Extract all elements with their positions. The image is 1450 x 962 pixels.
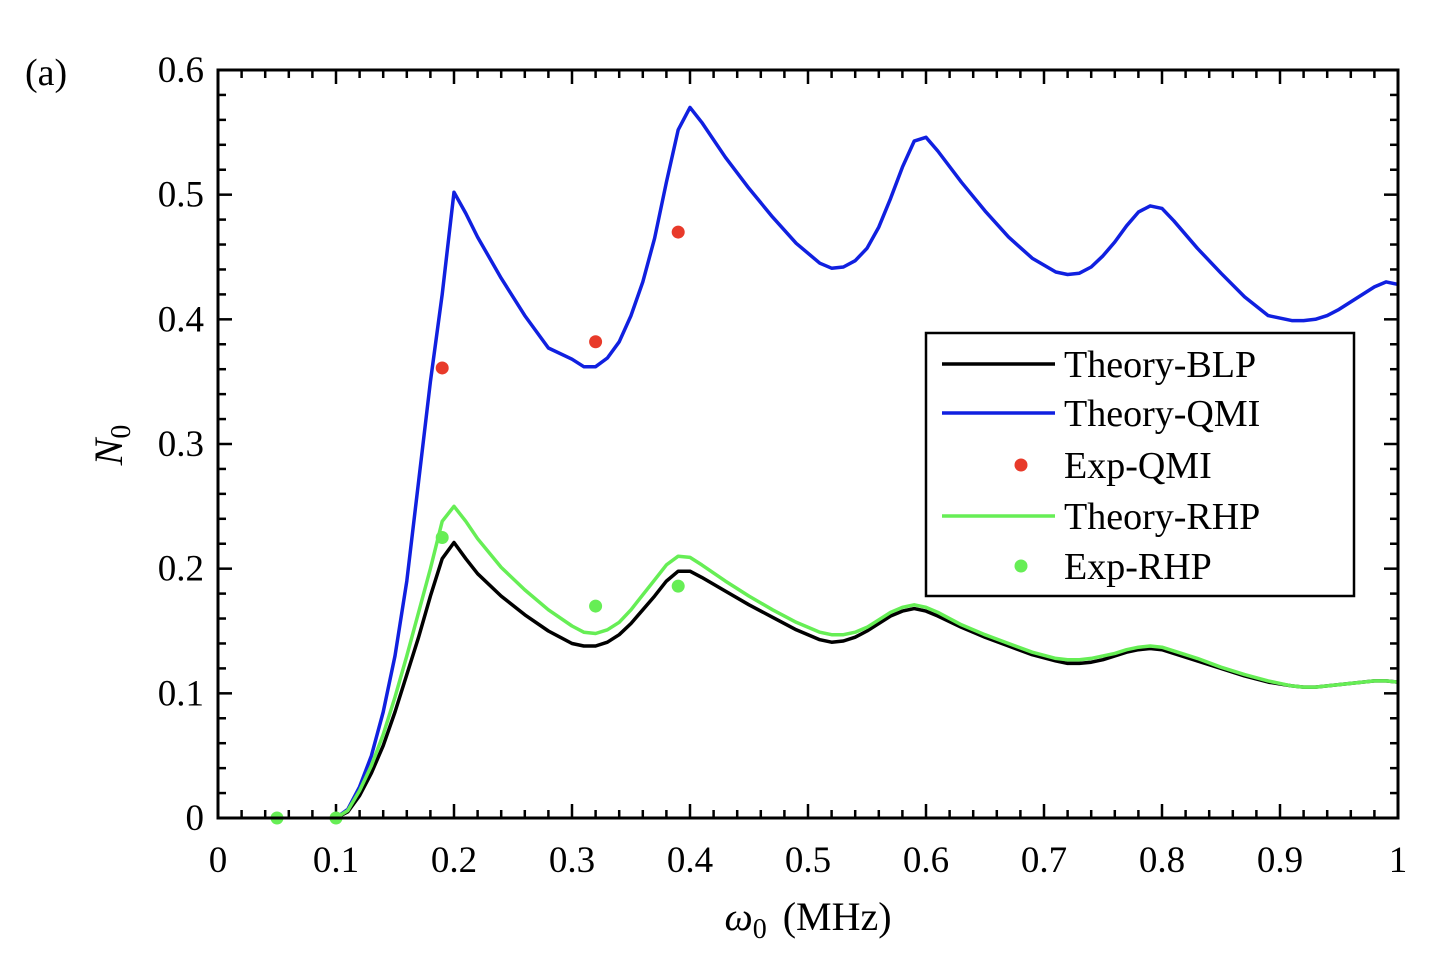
x-tick-label: 0.6 (903, 840, 949, 881)
data-point-exp-qmi (589, 335, 603, 349)
y-tick-label: 0.6 (158, 50, 204, 91)
x-tick-label: 0.3 (549, 840, 595, 881)
panel-label: (a) (25, 52, 67, 94)
y-tick-labels: 0 0.1 0.2 0.3 0.4 0.5 0.6 (158, 50, 204, 839)
x-tick-label: 1 (1389, 840, 1408, 881)
x-axis-unit: (MHz) (783, 894, 892, 939)
data-point-exp-qmi (671, 225, 685, 239)
y-tick-label: 0.4 (158, 299, 204, 340)
legend-label-theory-rhp: Theory-RHP (1064, 496, 1260, 538)
x-tick-label: 0 (209, 840, 228, 881)
x-tick-label: 0.8 (1139, 840, 1185, 881)
x-axis-label: ω0 (MHz) (724, 894, 891, 945)
legend-box (924, 331, 1356, 598)
data-point-exp-rhp (435, 531, 449, 544)
x-axis-symbol: ω (724, 894, 752, 939)
x-tick-label: 0.1 (313, 840, 359, 881)
plot-area (270, 105, 1399, 825)
x-axis-subscript: 0 (753, 914, 767, 945)
data-point-exp-rhp (671, 579, 685, 593)
y-axis-label: N0 (86, 425, 137, 467)
x-tick-label: 0.9 (1257, 840, 1303, 881)
data-point-exp-rhp (589, 599, 603, 613)
y-tick-label: 0 (186, 798, 205, 839)
legend-label-exp-qmi: Exp-QMI (1064, 445, 1212, 487)
y-tick-label: 0.3 (158, 424, 204, 465)
x-tick-labels: 0 0.1 0.2 0.3 0.4 0.5 0.6 0.7 0.8 0.9 1 (209, 840, 1408, 881)
legend-marker-exp-rhp (1014, 559, 1028, 573)
legend-marker-exp-qmi (1014, 458, 1028, 472)
x-tick-label: 0.2 (431, 840, 477, 881)
legend: Theory-BLP Theory-QMI Exp-QMI Theory-RHP… (924, 331, 1356, 598)
legend-label-theory-blp: Theory-BLP (1064, 344, 1256, 386)
x-tick-label: 0.4 (667, 840, 713, 881)
data-point-exp-qmi (435, 361, 449, 375)
y-tick-label: 0.1 (158, 673, 204, 714)
series-line-theory-qmi (334, 105, 1399, 820)
legend-label-exp-rhp: Exp-RHP (1064, 546, 1212, 588)
y-axis-symbol: N (86, 436, 131, 466)
x-tick-label: 0.7 (1021, 840, 1067, 881)
y-tick-label: 0.5 (158, 175, 204, 216)
legend-label-theory-qmi: Theory-QMI (1064, 393, 1260, 435)
y-axis-subscript: 0 (106, 425, 137, 439)
y-tick-label: 0.2 (158, 549, 204, 590)
axes-frame (216, 68, 1400, 820)
x-tick-label: 0.5 (785, 840, 831, 881)
series-line-theory-rhp (335, 504, 1399, 820)
